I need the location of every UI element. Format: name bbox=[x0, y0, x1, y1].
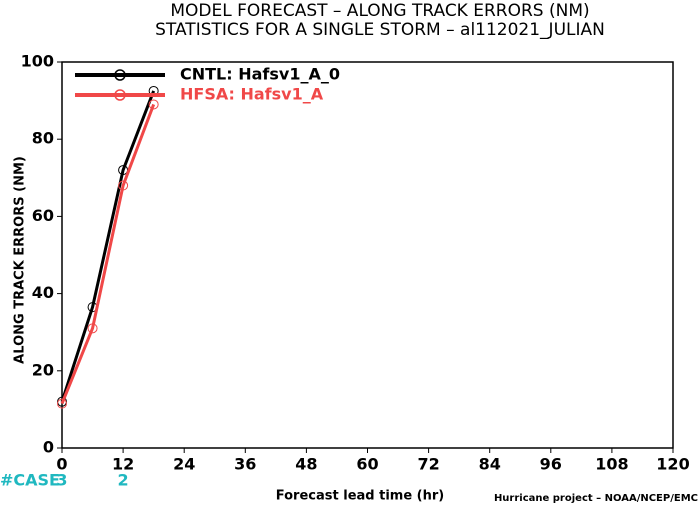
point bbox=[118, 180, 129, 191]
x-tick-label: 72 bbox=[417, 455, 439, 474]
y-tick-label: 100 bbox=[21, 52, 54, 71]
legend-label: HFSA: Hafsv1_A bbox=[180, 85, 324, 104]
point bbox=[148, 99, 159, 110]
x-tick-label: 0 bbox=[56, 455, 67, 474]
series-line bbox=[60, 90, 156, 403]
y-tick-label: 20 bbox=[32, 360, 54, 379]
x-tick-label: 60 bbox=[356, 455, 378, 474]
x-axis-label: Forecast lead time (hr) bbox=[276, 489, 444, 504]
plot-frame bbox=[61, 61, 674, 449]
y-tick-label: 60 bbox=[32, 206, 54, 225]
y-tick-label: 40 bbox=[32, 283, 54, 302]
chart-subtitle: STATISTICS FOR A SINGLE STORM – al112021… bbox=[155, 20, 605, 40]
y-axis-label: ALONG TRACK ERRORS (NM) bbox=[13, 156, 28, 364]
legend-marker bbox=[114, 69, 126, 81]
case-count: 2 bbox=[118, 471, 129, 490]
x-tick-label: 84 bbox=[479, 455, 501, 474]
x-tick-label: 12 bbox=[112, 455, 134, 474]
series-line bbox=[60, 103, 156, 405]
legend-label: CNTL: Hafsv1_A_0 bbox=[180, 65, 340, 84]
x-tick-label: 48 bbox=[295, 455, 317, 474]
y-tick-label: 0 bbox=[43, 438, 54, 457]
x-tick-label: 108 bbox=[595, 455, 628, 474]
point bbox=[87, 323, 98, 334]
chart-title: MODEL FORECAST – ALONG TRACK ERRORS (NM) bbox=[170, 1, 589, 21]
x-tick-label: 96 bbox=[540, 455, 562, 474]
case-count: 3 bbox=[56, 471, 67, 490]
y-tick-label: 80 bbox=[32, 129, 54, 148]
footer: Hurricane project – NOAA/NCEP/EMC bbox=[494, 493, 698, 504]
x-tick-label: 24 bbox=[173, 455, 195, 474]
legend-marker bbox=[114, 89, 126, 101]
x-tick-label: 120 bbox=[656, 455, 689, 474]
case-label: #CASE bbox=[0, 471, 60, 490]
point bbox=[57, 398, 67, 409]
x-tick-label: 36 bbox=[234, 455, 256, 474]
